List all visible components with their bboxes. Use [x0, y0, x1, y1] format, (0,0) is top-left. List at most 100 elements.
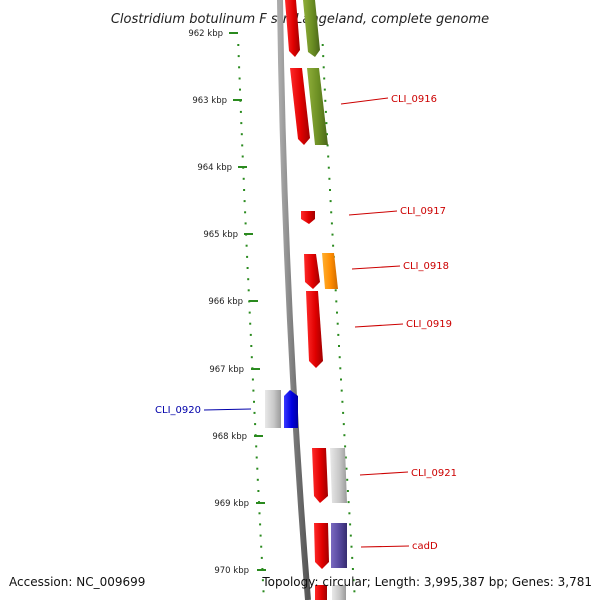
tick-dot: [330, 222, 333, 225]
gene-features: [265, 0, 347, 600]
gene-feature-red[interactable]: [314, 523, 329, 569]
tick-dot: [329, 189, 331, 191]
gene-label-cli0916[interactable]: CLI_0916: [391, 94, 437, 105]
gene-labels: CLI_0916 CLI_0917 CLI_0918 CLI_0919 CLI_…: [155, 94, 457, 552]
tick-dot: [342, 423, 345, 426]
tick-dot: [340, 389, 343, 392]
tick-dot: [326, 144, 329, 147]
tick-dot: [252, 389, 255, 392]
tick-dot: [241, 144, 244, 147]
gene-feature-olive[interactable]: [303, 0, 320, 57]
tick-dot: [344, 445, 347, 448]
tick-dot: [323, 77, 326, 80]
gene-feature-olive[interactable]: [307, 68, 328, 145]
tick-dot: [336, 311, 338, 314]
gene-feature-orange[interactable]: [322, 253, 338, 289]
tick-dot: [338, 345, 340, 347]
gene-feature-grey[interactable]: [330, 448, 347, 503]
gene-feature-red[interactable]: [290, 68, 310, 145]
tick-dot: [340, 378, 342, 381]
gene-feature-red[interactable]: [285, 0, 300, 57]
gene-label-cadd[interactable]: cadD: [412, 541, 438, 552]
gene-feature-red[interactable]: [306, 291, 323, 368]
tick-dot: [259, 523, 262, 526]
genome-backbone: [277, 0, 311, 600]
tick-dot: [324, 110, 327, 113]
tick-dot: [346, 490, 349, 492]
tick-dot: [323, 88, 326, 91]
tick-dot: [247, 278, 250, 281]
tick-dot: [338, 356, 341, 359]
tick-dot: [347, 501, 350, 504]
tick-dot: [335, 300, 338, 303]
tick-dot: [336, 322, 339, 325]
gene-feature-red[interactable]: [301, 211, 315, 224]
tick-dot: [322, 55, 325, 58]
label-leader-line: [348, 210, 398, 216]
tick-dot: [351, 568, 354, 570]
gene-label-cli0920[interactable]: CLI_0920: [155, 405, 201, 416]
tick-dot: [245, 244, 248, 247]
gene-feature-red[interactable]: [315, 585, 327, 600]
gene-label-cli0919[interactable]: CLI_0919: [406, 319, 452, 330]
tick-dot: [341, 400, 344, 403]
kbp-ticks: 962 kbp 963 kbp 964 kbp 965 kbp 966 kbp …: [188, 29, 266, 576]
tick-dot: [344, 456, 347, 459]
tick-dot: [259, 534, 262, 537]
gene-feature-blue[interactable]: [284, 390, 298, 428]
kbp-tick-label: 967 kbp: [209, 365, 244, 375]
tick-dot: [253, 411, 256, 414]
tick-dot: [343, 434, 346, 437]
tick-dot: [352, 579, 355, 582]
tick-dot: [244, 222, 247, 225]
tick-dot: [257, 490, 260, 492]
tick-dot: [353, 590, 356, 593]
tick-dot: [243, 200, 246, 203]
label-leader-line: [340, 97, 389, 105]
tick-dot: [243, 189, 246, 191]
tick-dot: [334, 289, 337, 292]
accession-text: Accession: NC_009699: [9, 575, 145, 589]
tick-dots-left: [237, 44, 265, 593]
tick-dot: [255, 456, 258, 459]
tick-dot: [261, 579, 264, 582]
tick-dot: [321, 44, 324, 46]
gene-feature-red[interactable]: [312, 448, 328, 503]
tick-dot: [329, 200, 332, 203]
tick-dot: [325, 122, 328, 125]
tick-dot: [237, 55, 240, 58]
kbp-tick-label: 970 kbp: [214, 566, 249, 576]
gene-feature-purple[interactable]: [331, 523, 347, 568]
tick-dot: [326, 133, 328, 136]
kbp-tick-label: 969 kbp: [214, 499, 249, 509]
tick-dot: [327, 155, 330, 158]
tick-dot: [249, 333, 252, 336]
tick-dot: [350, 545, 353, 548]
gene-feature-grey[interactable]: [332, 585, 346, 600]
tick-dot: [328, 177, 331, 180]
tick-dot: [241, 155, 244, 158]
tick-dot: [260, 556, 263, 559]
tick-dot: [324, 99, 327, 102]
tick-dot: [239, 88, 241, 91]
gene-label-cli0918[interactable]: CLI_0918: [403, 261, 449, 272]
gene-label-cli0921[interactable]: CLI_0921: [411, 468, 457, 479]
tick-dot: [342, 411, 345, 414]
label-leader-line: [354, 323, 404, 328]
gene-label-cli0917[interactable]: CLI_0917: [400, 206, 446, 217]
gene-feature-grey[interactable]: [265, 390, 281, 428]
label-leader-line: [359, 471, 409, 476]
tick-dot: [255, 445, 258, 448]
tick-dot: [240, 122, 243, 125]
tick-dot: [260, 545, 263, 548]
tick-dot: [240, 133, 243, 136]
gene-feature-red[interactable]: [304, 254, 320, 289]
tick-dot: [258, 512, 261, 515]
tick-dot: [346, 478, 349, 481]
kbp-tick-label: 964 kbp: [197, 163, 232, 173]
tick-dot: [256, 478, 259, 481]
tick-dot: [238, 77, 241, 80]
tick-dot: [246, 255, 249, 258]
tick-dot: [248, 311, 251, 314]
